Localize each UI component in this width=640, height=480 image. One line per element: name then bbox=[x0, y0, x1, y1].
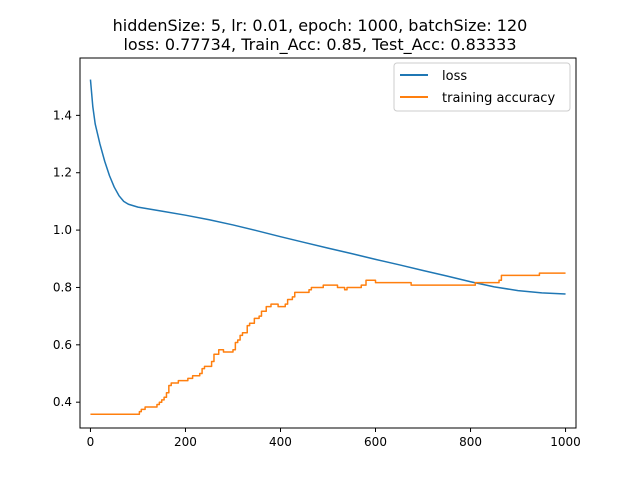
y-tick-label: 0.6 bbox=[53, 338, 72, 352]
y-tick-label: 1.4 bbox=[53, 108, 72, 122]
x-tick-label: 200 bbox=[174, 435, 197, 449]
x-tick-label: 600 bbox=[364, 435, 387, 449]
y-tick-label: 0.8 bbox=[53, 280, 72, 294]
series-line-1 bbox=[90, 273, 565, 414]
legend-label: loss bbox=[442, 69, 467, 84]
x-tick-label: 1000 bbox=[550, 435, 581, 449]
x-tick-label: 400 bbox=[269, 435, 292, 449]
y-tick-label: 1.2 bbox=[53, 166, 72, 180]
legend-label: training accuracy bbox=[442, 91, 555, 106]
series-layer bbox=[90, 80, 565, 415]
legend: loss training accuracy bbox=[394, 63, 570, 111]
y-tick-label: 0.4 bbox=[53, 395, 72, 409]
series-line-0 bbox=[90, 80, 565, 295]
y-tick-label: 1.0 bbox=[53, 223, 72, 237]
x-tick-label: 0 bbox=[87, 435, 95, 449]
x-tick-label: 800 bbox=[459, 435, 482, 449]
plot-frame bbox=[80, 58, 576, 428]
